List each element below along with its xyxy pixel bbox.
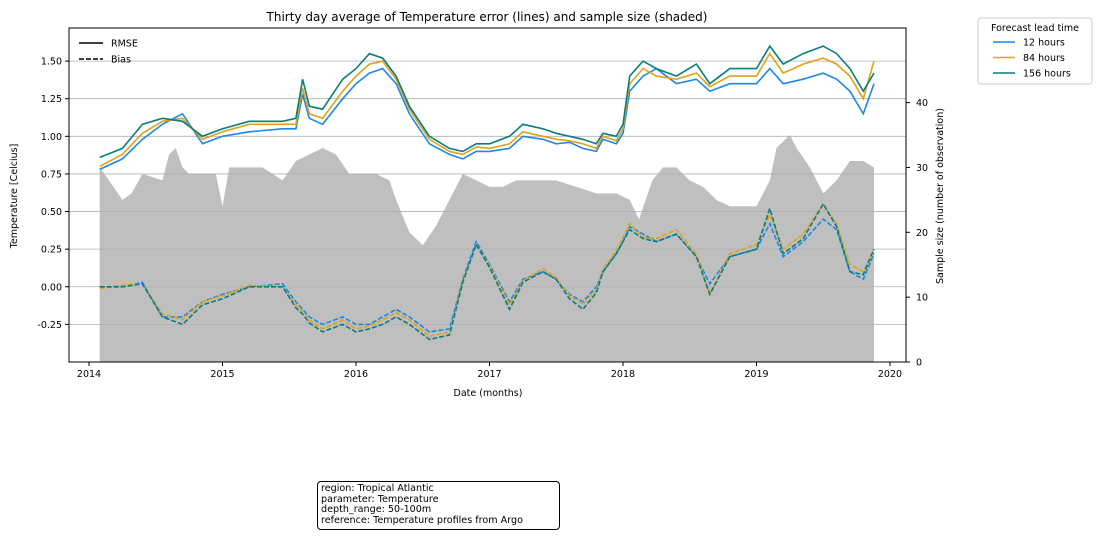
y2-tick-label: 0 [916, 358, 922, 369]
y-tick-label: 1.50 [41, 57, 62, 68]
info-region: region: Tropical Atlantic [321, 483, 434, 494]
series-legend-label-2: 156 hours [1023, 69, 1071, 80]
series-legend-title: Forecast lead time [991, 23, 1079, 34]
axes: 2014 2015 2016 2017 2018 2019 2020 -0.25 0.00 0.2… [37, 27, 928, 380]
info-box: region: Tropical Atlantic parameter: Tem… [317, 481, 560, 530]
y2-axis-label: Sample size (number of observation) [935, 108, 946, 284]
plot-area [69, 44, 906, 362]
y-tick-label: 0.75 [41, 169, 62, 180]
x-tick-label: 2018 [611, 369, 635, 380]
series-legend: Forecast lead time 12 hours 84 hours 156 ho… [977, 17, 1093, 85]
style-legend-label-1: Bias [111, 55, 131, 66]
y-axis-label: Temperature [Celcius] [9, 144, 20, 250]
axes-frame [68, 27, 907, 363]
y-tick-label: 0.50 [41, 207, 62, 218]
chart-title: Thirty day average of Temperature error … [266, 10, 708, 24]
style-legend: RMSE Bias [79, 39, 138, 66]
y-tick-label: 1.00 [41, 132, 62, 143]
x-tick-label: 2017 [477, 369, 501, 380]
y-tick-label: 1.25 [41, 94, 62, 105]
sample-size-area [99, 135, 874, 362]
bias-line-0 [99, 218, 875, 333]
style-legend-label-0: RMSE [111, 39, 138, 50]
series-legend-label-1: 84 hours [1023, 53, 1065, 64]
rmse-line-0 [99, 67, 875, 171]
y2-tick-label: 10 [916, 293, 928, 304]
y2-tick-label: 40 [916, 98, 928, 109]
info-reference: reference: Temperature profiles from Arg… [321, 514, 523, 526]
y-tick-label: -0.25 [37, 320, 62, 331]
y2-tick-label: 20 [916, 228, 928, 239]
x-tick-label: 2016 [344, 369, 368, 380]
bias-line-2 [99, 202, 875, 341]
info-parameter: parameter: Temperature [321, 493, 439, 505]
series-legend-label-0: 12 hours [1023, 38, 1065, 49]
rmse-line-2 [99, 44, 875, 159]
y-tick-label: 0.00 [41, 282, 62, 293]
info-depth-range: depth_range: 50-100m [321, 504, 432, 515]
rmse-line-1 [99, 52, 875, 168]
series-legend-box [977, 17, 1093, 85]
x-axis-label: Date (months) [454, 388, 523, 399]
x-tick-label: 2020 [878, 369, 902, 380]
x-tick-label: 2019 [744, 369, 768, 380]
x-tick-label: 2014 [77, 369, 101, 380]
y-tick-label: 0.25 [41, 245, 62, 256]
y2-tick-label: 30 [916, 163, 928, 174]
x-tick-label: 2015 [210, 369, 234, 380]
